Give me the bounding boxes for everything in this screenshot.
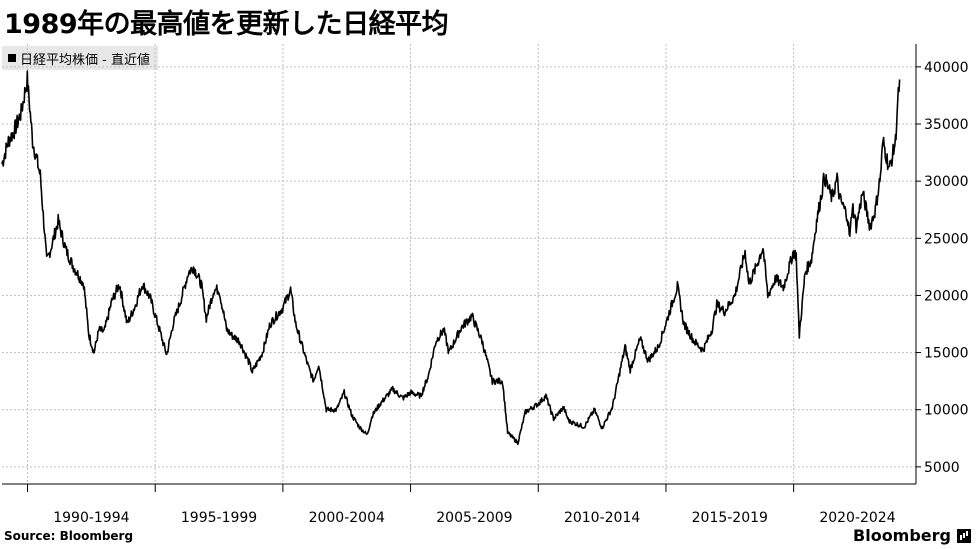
legend-label: 日経平均株価 - 直近値 bbox=[20, 52, 150, 68]
series-line-nikkei bbox=[1, 70, 901, 446]
x-tick-label: 1995-1999 bbox=[181, 510, 257, 526]
y-tick-label: 30000 bbox=[924, 174, 969, 190]
x-tick-label: 2020-2024 bbox=[819, 510, 895, 526]
legend-swatch bbox=[8, 54, 16, 62]
y-tick-label: 10000 bbox=[924, 403, 969, 419]
y-tick-label: 20000 bbox=[924, 288, 969, 304]
y-tick-label: 15000 bbox=[924, 346, 969, 362]
y-tick-label: 35000 bbox=[924, 117, 969, 133]
brand-logo: Bloomberg bbox=[853, 526, 971, 545]
grid-lines bbox=[2, 44, 916, 484]
bloomberg-icon bbox=[957, 528, 971, 543]
x-tick-label: 2005-2009 bbox=[436, 510, 512, 526]
y-tick-label: 40000 bbox=[924, 60, 969, 76]
x-tick-label: 2010-2014 bbox=[564, 510, 640, 526]
x-tick-label: 2015-2019 bbox=[692, 510, 768, 526]
series-group bbox=[1, 70, 901, 446]
y-tick-label: 25000 bbox=[924, 231, 969, 247]
x-tick-label: 2000-2004 bbox=[309, 510, 385, 526]
axes bbox=[2, 44, 921, 492]
chart-title: 1989年の最高値を更新した日経平均 bbox=[4, 9, 449, 40]
y-tick-label: 5000 bbox=[924, 460, 960, 476]
y-tick-labels: 5000 10000 15000 20000 25000 30000 35000 40000 bbox=[924, 60, 969, 476]
brand-text: Bloomberg bbox=[853, 526, 951, 545]
source-note: Source: Bloomberg bbox=[4, 529, 134, 543]
x-tick-label: 1990-1994 bbox=[53, 510, 129, 526]
x-tick-labels: 1990-1994 1995-1999 2000-2004 2005-2009 2010… bbox=[53, 510, 896, 526]
